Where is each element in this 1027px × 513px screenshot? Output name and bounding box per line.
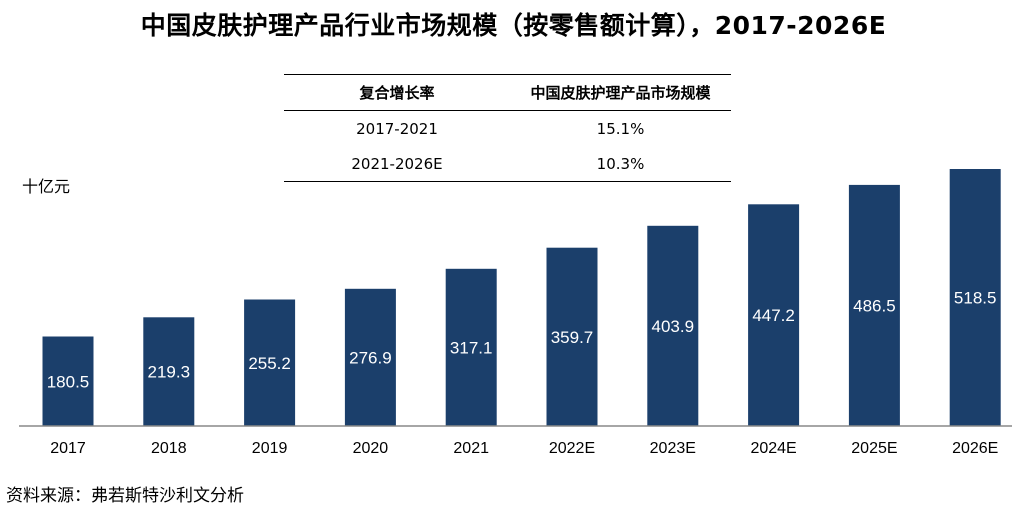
bar-value-label: 518.5 xyxy=(954,289,997,308)
x-tick-label: 2021 xyxy=(453,440,489,457)
x-tick-label: 2023E xyxy=(650,440,696,457)
bar-2020 xyxy=(344,288,396,426)
x-tick-label: 2018 xyxy=(151,440,187,457)
cagr-table-row: 2017-2021 15.1% xyxy=(284,111,731,147)
cagr-header-period: 复合增长率 xyxy=(359,84,435,102)
cagr-value-cell: 15.1% xyxy=(596,119,645,138)
cagr-table-header-row: 复合增长率 中国皮肤护理产品市场规模 xyxy=(284,74,731,111)
bar-value-label: 486.5 xyxy=(853,296,896,315)
cagr-value-cell: 10.3% xyxy=(596,154,645,173)
bar-value-label: 276.9 xyxy=(349,348,392,367)
x-tick-label: 2019 xyxy=(252,440,288,457)
source-note: 资料来源：弗若斯特沙利文分析 xyxy=(6,486,244,506)
bar-2026E xyxy=(949,169,1001,426)
cagr-table: 复合增长率 中国皮肤护理产品市场规模 2017-2021 15.1% 2021-… xyxy=(284,74,731,182)
bar-2019 xyxy=(244,299,296,426)
x-tick-label: 2022E xyxy=(549,440,595,457)
bar-2023E xyxy=(647,225,699,426)
bar-value-label: 447.2 xyxy=(752,306,795,325)
bar-2025E xyxy=(848,184,900,426)
bar-value-label: 219.3 xyxy=(148,363,191,382)
x-tick-label: 2024E xyxy=(750,440,796,457)
cagr-table-row: 2021-2026E 10.3% xyxy=(284,146,731,182)
x-tick-label: 2025E xyxy=(851,440,897,457)
bar-value-label: 180.5 xyxy=(47,372,90,391)
bar-value-label: 359.7 xyxy=(551,328,594,347)
cagr-period-cell: 2017-2021 xyxy=(356,119,438,138)
x-tick-label: 2020 xyxy=(353,440,389,457)
bar-value-label: 255.2 xyxy=(248,354,291,373)
bar-value-label: 403.9 xyxy=(652,317,695,336)
y-axis-unit-label: 十亿元 xyxy=(22,177,71,196)
bar-2022E xyxy=(546,247,598,426)
bar-2024E xyxy=(748,204,800,426)
cagr-period-cell: 2021-2026E xyxy=(351,154,443,173)
chart-title: 中国皮肤护理产品行业市场规模（按零售额计算），2017-2026E xyxy=(140,11,887,40)
x-tick-label: 2017 xyxy=(50,440,86,457)
bar-value-label: 317.1 xyxy=(450,338,493,357)
x-tick-label: 2026E xyxy=(952,440,998,457)
bar-2017 xyxy=(42,336,94,426)
cagr-header-market: 中国皮肤护理产品市场规模 xyxy=(530,84,711,102)
bar-2021 xyxy=(445,268,497,426)
bar-2018 xyxy=(143,317,195,426)
